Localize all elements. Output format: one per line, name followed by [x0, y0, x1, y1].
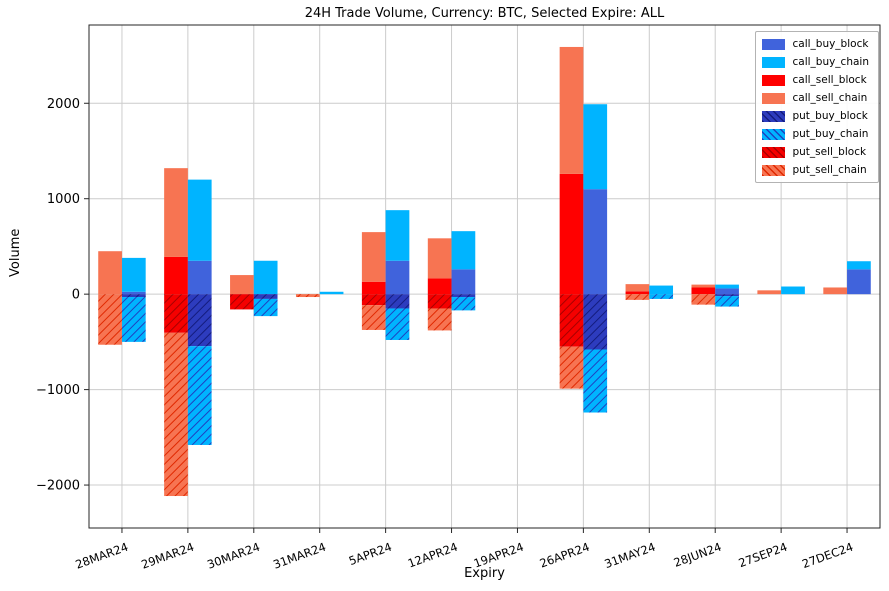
bar-segment-put_buy_chain — [715, 296, 739, 307]
bar-segment-call_buy_block — [385, 260, 410, 295]
bar-segment-put_sell_chain — [295, 294, 320, 298]
bar-segment-put_sell_chain — [559, 346, 584, 389]
bar-segment-call_sell_block — [559, 173, 584, 295]
bar-segment-put_buy_chain — [121, 297, 146, 342]
legend-label: put_sell_block — [792, 146, 867, 158]
bar-segment-call_buy_chain — [847, 261, 871, 270]
legend-item-call_buy_block: call_buy_block — [762, 37, 869, 51]
legend-label: put_sell_chain — [792, 164, 867, 176]
axis-frame — [88, 24, 881, 529]
bar-segment-call_buy_block — [847, 269, 871, 295]
bar-segment-call_buy_chain — [715, 284, 739, 289]
bar-segment-call_sell_chain — [625, 284, 650, 292]
legend-swatch-call_buy_chain — [762, 56, 786, 68]
bar-segment-put_buy_block — [715, 294, 739, 297]
legend-item-call_sell_chain: call_sell_chain — [762, 91, 869, 105]
legend-item-call_buy_chain: call_buy_chain — [762, 55, 869, 69]
bar-segment-call_sell_block — [691, 287, 716, 295]
bar-segment-call_buy_chain — [583, 104, 608, 190]
legend-swatch-put_sell_block — [762, 146, 786, 158]
bar-segment-call_buy_block — [583, 189, 608, 295]
legend-item-put_buy_block: put_buy_block — [762, 109, 869, 123]
y-tick-label: 1000 — [47, 192, 80, 207]
legend-swatch-call_buy_block — [762, 38, 786, 50]
legend-item-put_buy_chain: put_buy_chain — [762, 127, 869, 141]
bar-segment-call_buy_chain — [319, 291, 344, 295]
bar-segment-put_buy_chain — [187, 346, 212, 445]
legend-label: call_sell_block — [792, 74, 867, 86]
bar-segment-call_sell_chain — [559, 46, 584, 174]
bar-segment-call_sell_chain — [427, 238, 452, 279]
legend-swatch-put_buy_block — [762, 110, 786, 122]
bar-segment-put_sell_block — [230, 294, 254, 310]
legend-swatch-call_sell_block — [762, 74, 786, 86]
bar-segment-call_buy_chain — [187, 179, 212, 261]
legend-label: put_buy_block — [792, 110, 868, 122]
bar-segment-call_sell_chain — [691, 284, 716, 288]
bar-segment-call_buy_chain — [253, 260, 278, 295]
legend-swatch-put_sell_chain — [762, 164, 786, 176]
legend-swatch-put_buy_chain — [762, 128, 786, 140]
legend-item-call_sell_block: call_sell_block — [762, 73, 869, 87]
legend-label: call_buy_block — [792, 38, 869, 50]
bar-segment-call_sell_chain — [230, 275, 254, 295]
bar-segment-call_buy_chain — [385, 210, 410, 261]
bar-segment-put_buy_block — [187, 294, 212, 347]
legend-item-put_sell_chain: put_sell_chain — [762, 163, 869, 177]
bar-segment-call_sell_block — [164, 256, 188, 295]
legend-label: put_buy_chain — [792, 128, 869, 140]
bar-segment-put_sell_block — [559, 294, 584, 347]
bar-segment-put_buy_chain — [451, 297, 476, 311]
legend-label: call_buy_chain — [792, 56, 869, 68]
bar-segment-put_buy_block — [385, 294, 410, 309]
chart-title: 24H Trade Volume, Currency: BTC, Selecte… — [304, 6, 665, 21]
bar-segment-put_sell_block — [164, 294, 188, 333]
bar-segment-put_buy_chain — [583, 349, 608, 413]
bar-segment-put_sell_block — [427, 294, 452, 309]
x-tick-label: 5APR24 — [347, 540, 394, 568]
y-tick-label: −2000 — [36, 479, 80, 494]
bar-segment-call_sell_chain — [757, 290, 782, 295]
bar-segment-call_buy_chain — [781, 286, 805, 295]
legend: call_buy_block call_buy_chain call_sell_bl… — [755, 31, 879, 183]
bar-segment-call_buy_chain — [451, 231, 476, 270]
bar-segment-put_sell_chain — [164, 332, 188, 497]
bar-segment-put_sell_block — [361, 294, 386, 306]
bar-segment-put_buy_block — [253, 294, 278, 299]
bar-segment-call_sell_block — [625, 291, 650, 295]
bar-segment-put_sell_chain — [427, 308, 452, 331]
bar-segment-put_sell_chain — [98, 294, 122, 345]
bar-segment-put_buy_block — [583, 294, 608, 350]
bar-segment-call_buy_chain — [649, 285, 674, 295]
bar-segment-put_sell_chain — [691, 294, 716, 305]
bar-segment-call_buy_block — [451, 269, 476, 295]
y-tick-label: −1000 — [36, 383, 80, 398]
bar-segment-put_buy_chain — [385, 308, 410, 340]
bar-segment-call_buy_block — [715, 288, 739, 295]
bar-segment-call_sell_chain — [164, 168, 188, 257]
bar-segment-call_sell_block — [361, 281, 386, 295]
bar-segment-call_sell_chain — [361, 232, 386, 282]
bar-segment-call_buy_block — [121, 291, 146, 295]
y-axis-label: Volume — [8, 228, 23, 277]
bar-segment-put_buy_chain — [649, 294, 674, 299]
legend-item-put_sell_block: put_sell_block — [762, 145, 869, 159]
x-axis-label: Expiry — [464, 566, 505, 581]
bar-segment-put_sell_chain — [361, 305, 386, 330]
legend-swatch-call_sell_chain — [762, 92, 786, 104]
bar-segment-call_buy_chain — [121, 257, 146, 292]
bar-segment-call_buy_block — [187, 260, 212, 295]
y-tick-label: 2000 — [47, 97, 80, 112]
legend-label: call_sell_chain — [792, 92, 868, 104]
bar-segment-put_buy_block — [121, 294, 146, 298]
bar-segment-call_sell_chain — [98, 251, 122, 295]
bar-segment-put_sell_chain — [625, 294, 650, 300]
bar-segment-call_sell_chain — [823, 287, 848, 295]
bar-segment-call_sell_block — [427, 278, 452, 295]
y-tick-label: 0 — [72, 288, 80, 303]
bar-segment-put_buy_chain — [253, 298, 278, 317]
bar-segment-put_buy_block — [451, 294, 476, 298]
